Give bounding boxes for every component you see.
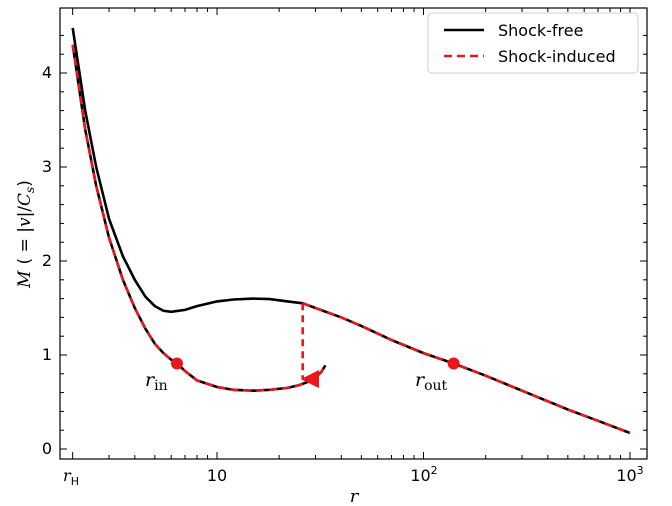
x-axis-label: r: [350, 486, 360, 506]
rin-marker: [170, 357, 183, 370]
legend-box: [427, 12, 639, 74]
x-tick-label-10: 10: [207, 466, 227, 485]
x-tick-label-rh: rH: [63, 466, 79, 488]
y-tick-label-3: 3: [42, 157, 52, 176]
legend-label-shock-induced: Shock-induced: [498, 47, 616, 66]
rout-marker: [447, 357, 460, 370]
rin-label: rin: [145, 369, 168, 394]
legend-label-shock-free: Shock-free: [498, 21, 583, 40]
y-tick-label-0: 0: [42, 439, 52, 458]
rout-label: rout: [415, 369, 448, 394]
y-tick-labels: 0 1 2 3 4: [42, 63, 52, 458]
tick-marks: [60, 8, 647, 459]
x-tick-labels: rH 10 102 103: [63, 464, 644, 488]
x-tick-label-1000: 103: [616, 464, 643, 485]
series-shock-induced-outer-line: [302, 302, 631, 435]
y-tick-label-2: 2: [42, 251, 52, 270]
legend: Shock-free Shock-induced: [427, 12, 639, 74]
x-tick-label-100: 102: [410, 464, 437, 485]
plot-frame: [59, 7, 648, 460]
y-axis-label: M( = |v|/Cs): [15, 180, 37, 289]
y-tick-label-4: 4: [42, 63, 52, 82]
series-shock-induced-inner-line: [71, 44, 327, 393]
y-tick-label-1: 1: [42, 345, 52, 364]
